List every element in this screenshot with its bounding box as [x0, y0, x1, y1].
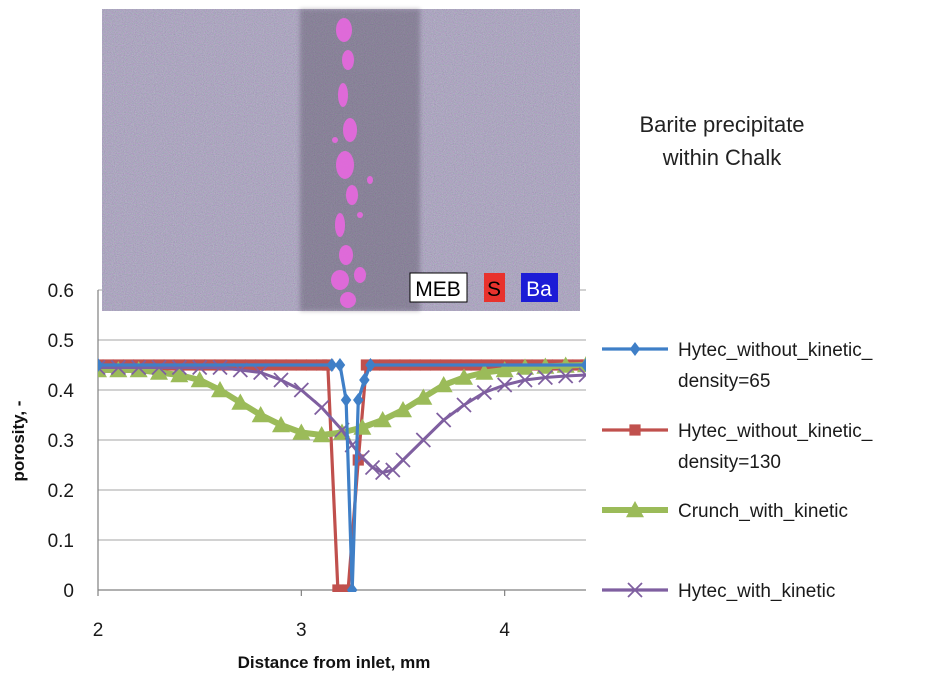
data-point: [342, 584, 354, 592]
legend-marker: [627, 582, 643, 598]
legend-label: density=65: [678, 371, 770, 392]
data-point: [455, 368, 473, 385]
data-point: [211, 381, 229, 398]
legend-marker: [629, 342, 641, 356]
legend-entry-1: Hytec_without_kinetic_ density=130: [602, 421, 873, 473]
legend-marker: [629, 424, 641, 436]
sem-map-image: MEB S Ba: [102, 9, 580, 311]
data-point: [476, 384, 492, 401]
data-point: [251, 406, 270, 423]
series-1: [98, 359, 586, 592]
y-tick-label: 0.6: [48, 281, 74, 302]
data-point: [340, 393, 352, 407]
data-point: [171, 359, 187, 376]
data-point: [414, 388, 433, 405]
legend-marker: [626, 501, 644, 518]
data-point: [415, 432, 431, 448]
data-point: [190, 371, 209, 388]
annotation-line-1: Barite precipitate: [639, 112, 804, 137]
data-point: [150, 363, 168, 380]
data-point: [151, 359, 167, 376]
data-point: [434, 376, 453, 393]
legend-label: density=130: [678, 452, 781, 473]
y-axis-title: porosity, -: [9, 401, 28, 482]
data-point: [352, 454, 364, 466]
x-axis-title: Distance from inlet, mm: [238, 653, 431, 672]
legend: Hytec_without_kinetic_density=65Hytec_wi…: [602, 340, 873, 602]
y-tick-label: 0.3: [48, 431, 74, 452]
data-point: [365, 358, 376, 372]
barite-precipitate-band: [331, 18, 373, 308]
legend-label: Crunch_with_kinetic: [678, 501, 848, 522]
data-point: [110, 359, 126, 376]
data-point: [580, 358, 586, 372]
data-point: [253, 364, 269, 381]
map-label-s: S: [487, 278, 501, 301]
x-tick-label: 2: [93, 620, 104, 641]
x-tick-label: 3: [296, 620, 307, 641]
data-point: [558, 368, 574, 384]
data-point: [495, 361, 514, 378]
data-point: [456, 397, 472, 413]
data-point: [98, 359, 106, 376]
data-point: [475, 363, 494, 380]
data-point: [578, 367, 586, 383]
data-point: [353, 393, 364, 407]
legend-entry-3: Hytec_with_kinetic: [602, 581, 835, 602]
data-point: [394, 401, 412, 418]
gridlines: [98, 289, 586, 541]
x-tick-label: 4: [499, 620, 510, 641]
data-point: [326, 358, 338, 372]
map-label-ba: Ba: [526, 278, 552, 301]
data-point: [395, 452, 411, 468]
map-label-meb: MEB: [415, 278, 461, 301]
data-point: [375, 464, 391, 481]
map-label-s-box: [484, 273, 505, 302]
axes: 0 0.1 0.2 0.3 0.4 0.5 0.6 2 3 4: [48, 281, 586, 641]
map-label-boxes: MEB S Ba: [409, 272, 558, 303]
y-tick-label: 0.5: [48, 331, 74, 352]
y-tick-label: 0: [63, 581, 74, 602]
data-point: [334, 358, 346, 372]
data-point: [312, 426, 331, 443]
y-tick-label: 0.1: [48, 531, 74, 552]
data-point: [231, 393, 250, 410]
data-point: [359, 373, 370, 387]
legend-entry-2: Crunch_with_kinetic: [602, 501, 848, 522]
data-point: [364, 459, 381, 476]
legend-entry-0: Hytec_without_kinetic_ density=65: [602, 340, 873, 392]
data-point: [346, 583, 358, 592]
data-point: [332, 584, 344, 592]
y-tick-label: 0.2: [48, 481, 74, 502]
data-point: [192, 359, 208, 376]
map-label-meb-box: [409, 272, 468, 303]
legend-label: Hytec_without_kinetic_: [678, 421, 873, 442]
data-point: [98, 358, 104, 372]
series-0: [98, 358, 586, 592]
data-point: [212, 359, 228, 376]
data-point: [497, 377, 513, 393]
legend-label: Hytec_without_kinetic_: [678, 340, 873, 361]
data-point: [272, 416, 290, 433]
data-point: [273, 372, 289, 388]
series-group: [98, 356, 586, 592]
data-point: [436, 412, 452, 428]
data-point: [537, 369, 553, 386]
legend-label: Hytec_with_kinetic: [678, 581, 835, 602]
data-point: [517, 372, 533, 388]
data-point: [131, 359, 147, 376]
data-point: [293, 382, 309, 398]
data-point: [373, 411, 392, 428]
data-point: [292, 423, 311, 440]
data-point: [170, 366, 189, 383]
map-label-ba-box: [521, 273, 558, 302]
y-tick-label: 0.4: [48, 381, 75, 402]
annotation-line-2: within Chalk: [662, 145, 783, 170]
data-point: [314, 399, 330, 416]
